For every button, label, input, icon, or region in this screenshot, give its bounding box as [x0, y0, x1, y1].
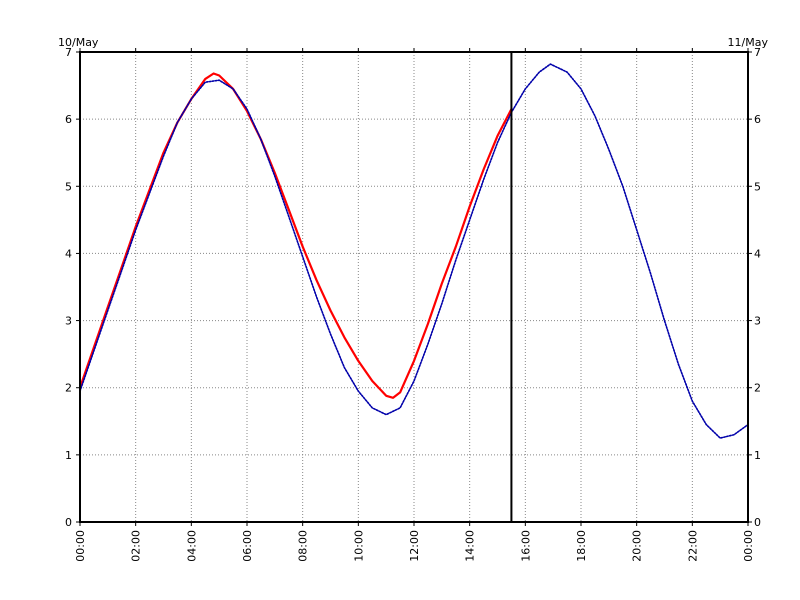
y-tick-label-left: 1: [65, 449, 72, 462]
axis-ticks: 0 0 1 1 2 2 3 3 4 4 5 5 6 6 7 7 00:00 02:00 04:00 06:00 08:0…: [65, 46, 761, 562]
y-tick-label-left: 4: [65, 247, 72, 260]
series-line-2: [79, 63, 749, 439]
right-date-label: 11/May: [728, 36, 769, 49]
x-tick-label: 16:00: [519, 530, 532, 562]
y-tick-label-right: 6: [754, 113, 761, 126]
y-tick-label-right: 2: [754, 382, 761, 395]
x-tick-label: 00:00: [742, 530, 755, 562]
y-tick-label-right: 7: [754, 46, 761, 59]
x-tick-label: 14:00: [464, 530, 477, 562]
y-tick-label-right: 4: [754, 247, 761, 260]
y-tick-label-right: 1: [754, 449, 761, 462]
x-tick-label: 02:00: [130, 530, 143, 562]
series-line-1: [78, 72, 513, 399]
y-tick-label-right: 3: [754, 315, 761, 328]
x-tick-label: 18:00: [575, 530, 588, 562]
y-tick-label-left: 2: [65, 382, 72, 395]
y-tick-label-left: 5: [65, 180, 72, 193]
y-tick-label-left: 0: [65, 516, 72, 529]
y-tick-label-left: 6: [65, 113, 72, 126]
x-tick-label: 06:00: [241, 530, 254, 562]
x-tick-label: 10:00: [352, 530, 365, 562]
x-tick-label: 22:00: [686, 530, 699, 562]
y-tick-label-left: 7: [65, 46, 72, 59]
x-tick-label: 04:00: [185, 530, 198, 562]
grid-lines: [80, 52, 748, 522]
x-tick-label: 20:00: [631, 530, 644, 562]
x-tick-label: 00:00: [74, 530, 87, 562]
x-tick-label: 12:00: [408, 530, 421, 562]
left-date-label: 10/May: [58, 36, 99, 49]
y-tick-label-left: 3: [65, 315, 72, 328]
y-tick-label-right: 5: [754, 180, 761, 193]
x-tick-label: 08:00: [297, 530, 310, 562]
series-layer: [78, 63, 749, 439]
y-tick-label-right: 0: [754, 516, 761, 529]
